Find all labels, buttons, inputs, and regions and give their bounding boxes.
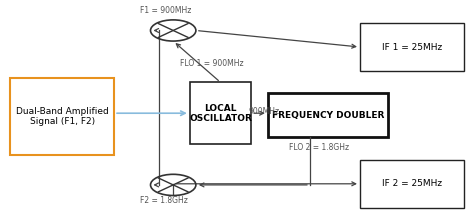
Text: LOCAL
OSCILLATOR: LOCAL OSCILLATOR [189, 103, 252, 123]
FancyBboxPatch shape [360, 23, 464, 71]
Text: 900MHz: 900MHz [249, 107, 280, 115]
Text: FLO 1 = 900MHz: FLO 1 = 900MHz [180, 59, 244, 68]
Text: FREQUENCY DOUBLER: FREQUENCY DOUBLER [272, 111, 384, 120]
FancyBboxPatch shape [268, 93, 388, 137]
Text: F2 = 1.8GHz: F2 = 1.8GHz [140, 196, 188, 205]
Text: IF 1 = 25MHz: IF 1 = 25MHz [382, 43, 442, 52]
Text: FLO 2 = 1.8GHz: FLO 2 = 1.8GHz [289, 143, 349, 152]
FancyBboxPatch shape [360, 160, 464, 208]
Text: IF 2 = 25MHz: IF 2 = 25MHz [382, 179, 442, 188]
Text: Dual-Band Amplified
Signal (F1, F2): Dual-Band Amplified Signal (F1, F2) [16, 107, 109, 126]
Text: F1 = 900MHz: F1 = 900MHz [140, 6, 191, 15]
FancyBboxPatch shape [190, 82, 251, 144]
FancyBboxPatch shape [10, 78, 114, 155]
